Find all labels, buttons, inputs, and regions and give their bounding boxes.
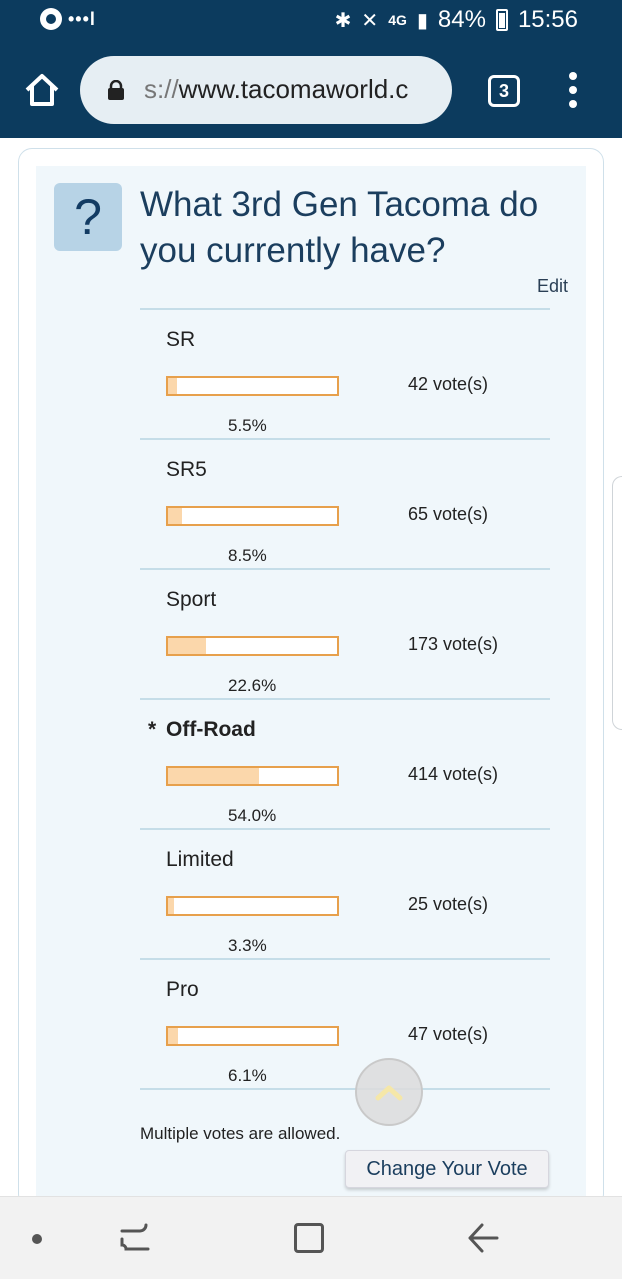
option-label: SR5 [166, 458, 207, 481]
back-arrow-icon[interactable] [466, 1221, 500, 1255]
result-bar-fill [168, 898, 174, 914]
option-label: SR [166, 328, 196, 351]
recent-apps-icon[interactable] [118, 1223, 152, 1255]
option-label: Limited [166, 848, 234, 871]
vote-count: 414 vote(s) [408, 764, 499, 784]
network-label: 4G [388, 12, 407, 28]
vote-count: 65 vote(s) [408, 504, 489, 524]
vote-count: 47 vote(s) [408, 1024, 489, 1044]
result-bar [166, 896, 339, 916]
vote-count: 173 vote(s) [408, 634, 499, 654]
result-bar [166, 636, 339, 656]
poll-option: SR5 65 vote(s) 8.5% [140, 440, 550, 570]
lock-icon [106, 79, 126, 100]
result-bar-fill [168, 378, 178, 394]
url-host: www.tacomaworld.c [178, 74, 409, 104]
poll-option: Pro 47 vote(s) 6.1% [140, 960, 550, 1090]
vote-count: 25 vote(s) [408, 894, 489, 914]
result-bar-fill [168, 768, 260, 784]
poll-question: What 3rd Gen Tacoma do you currently hav… [140, 185, 539, 270]
result-bar-fill [168, 508, 183, 524]
poll-option: * Off-Road 414 vote(s) 54.0% [140, 700, 550, 830]
result-bar [166, 766, 339, 786]
nav-bar [0, 1196, 622, 1279]
vote-percent: 54.0% [228, 806, 277, 825]
option-label: Off-Road [166, 718, 256, 741]
voted-marker: * [148, 718, 157, 741]
vote-percent: 6.1% [228, 1066, 267, 1085]
question-icon: ? [54, 183, 122, 251]
divider [140, 1088, 550, 1090]
divider [140, 308, 550, 310]
url-bar[interactable]: s://www.tacomaworld.c [80, 56, 452, 124]
vote-percent: 3.3% [228, 936, 267, 955]
vote-percent: 5.5% [228, 416, 267, 435]
clock: 15:56 [517, 6, 578, 33]
divider [140, 958, 550, 960]
signal-icon: ▮ [416, 9, 428, 32]
overview-icon[interactable] [294, 1223, 324, 1253]
result-bar [166, 506, 339, 526]
multiple-votes-note: Multiple votes are allowed. [140, 1124, 341, 1143]
status-left: •••l [40, 8, 96, 30]
poll-option: SR 42 vote(s) 5.5% [140, 310, 550, 440]
vote-percent: 22.6% [228, 676, 277, 695]
tab-count-button[interactable]: 3 [488, 75, 520, 107]
result-bar [166, 1026, 339, 1046]
notification-icon [40, 8, 62, 30]
bluetooth-icon: ✱ [334, 9, 352, 32]
chevron-up-icon [375, 1085, 403, 1101]
more-vert-icon[interactable] [566, 72, 580, 108]
scroll-top-button[interactable] [355, 1058, 423, 1126]
url-scheme: s:// [144, 74, 179, 104]
option-label: Pro [166, 978, 199, 1001]
poll-option: Sport 173 vote(s) 22.6% [140, 570, 550, 700]
nav-dot-icon [32, 1234, 42, 1244]
result-bar-fill [168, 638, 207, 654]
divider [140, 438, 550, 440]
vote-count: 42 vote(s) [408, 374, 489, 394]
result-bar-fill [168, 1028, 179, 1044]
divider [140, 698, 550, 700]
scroll-handle[interactable] [612, 476, 622, 730]
edit-link[interactable]: Edit [536, 276, 568, 296]
battery-icon [495, 9, 508, 31]
signal-dots: •••l [68, 8, 96, 29]
page-content: ? What 3rd Gen Tacoma do you currently h… [0, 138, 622, 1208]
status-right: ✱ ✕ 4G ▮ 84% 15:56 [335, 6, 578, 34]
browser-toolbar: s://www.tacomaworld.c 3 [0, 42, 622, 138]
battery-percent: 84% [437, 6, 486, 33]
option-label: Sport [166, 588, 217, 611]
vote-percent: 8.5% [228, 546, 267, 565]
home-icon[interactable] [22, 70, 62, 110]
status-bar: •••l ✱ ✕ 4G ▮ 84% 15:56 [0, 0, 622, 42]
divider [140, 828, 550, 830]
mute-icon: ✕ [361, 9, 379, 32]
result-bar [166, 376, 339, 396]
change-vote-button[interactable]: Change Your Vote [345, 1150, 549, 1188]
url-text[interactable]: s://www.tacomaworld.c [144, 74, 440, 105]
divider [140, 568, 550, 570]
poll-option: Limited 25 vote(s) 3.3% [140, 830, 550, 960]
